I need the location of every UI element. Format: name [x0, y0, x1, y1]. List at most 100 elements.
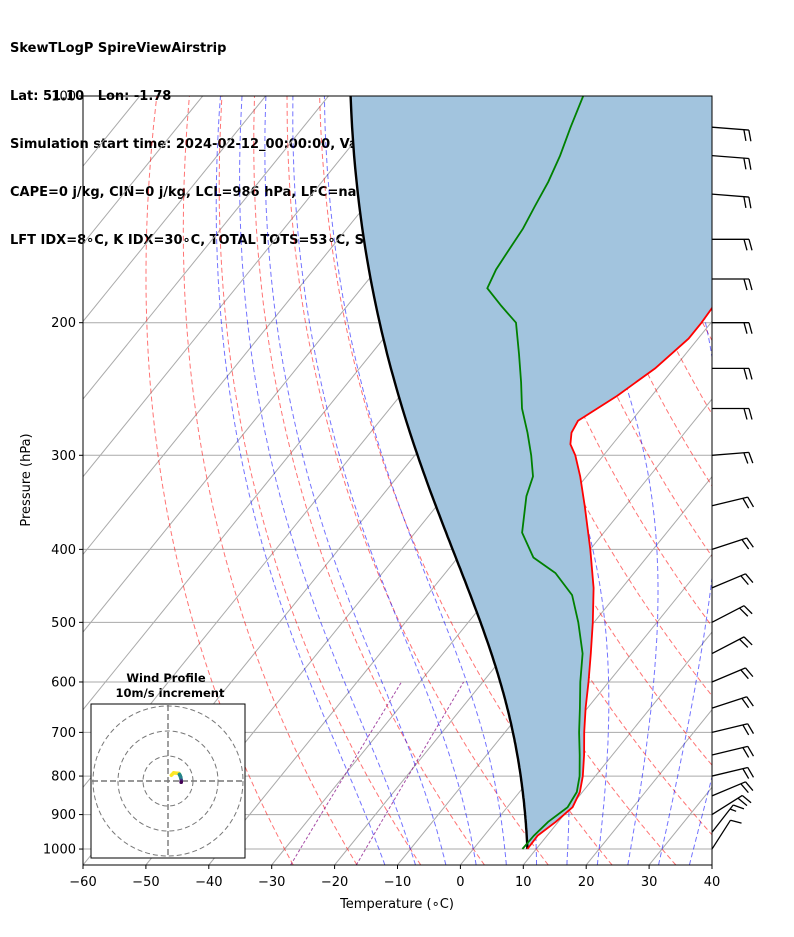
wind-barb [711, 573, 754, 589]
wind-barb [711, 126, 752, 142]
dry-adiabat [182, 96, 358, 865]
wind-barb-flag [743, 157, 747, 170]
wind-barb [711, 804, 745, 833]
wind-barb-flag [747, 723, 755, 734]
y-axis-ticks: 1000 900 800 700 600 500 400 300 200 100 [43, 90, 83, 858]
dry-adiabat [145, 96, 294, 865]
dewpoint-line [486, 96, 585, 850]
wind-barb-flag [741, 539, 750, 550]
wind-barb-staff [711, 496, 748, 507]
wind-barb-flag [748, 408, 753, 420]
isotherm-line [775, 96, 794, 865]
y-tick-label: 700 [51, 726, 76, 741]
x-tick-label: 20 [578, 875, 595, 890]
wind-barb-staff [711, 745, 748, 756]
wind-barb-flag [743, 605, 753, 615]
wind-barb-flag [743, 322, 748, 334]
wind-barb [711, 154, 752, 170]
wind-barb-flag [743, 452, 749, 464]
y-tick-label: 800 [51, 770, 76, 785]
x-tick-label: 0 [456, 875, 464, 890]
moist-adiabat [638, 96, 712, 865]
wind-barb-flag [746, 537, 754, 548]
moist-adiabat [239, 96, 416, 865]
wind-barb-flag [737, 797, 748, 807]
wind-barb-flag [743, 636, 753, 646]
wind-barb [712, 367, 753, 380]
wind-barb [711, 537, 754, 550]
wind-barb-flag [742, 724, 750, 736]
x-tick-label: 10 [515, 875, 532, 890]
isotherm-line [271, 320, 712, 865]
x-axis-label: Temperature (∘C) [339, 897, 454, 912]
wind-barb [711, 451, 754, 464]
dry-adiabat [416, 96, 712, 766]
x-tick-label: 40 [704, 875, 721, 890]
wind-barb-flag [741, 698, 750, 709]
x-tick-label: −60 [69, 875, 96, 890]
wind-barb [711, 696, 754, 709]
wind-barb-staff [711, 573, 746, 589]
wind-barb-flag [748, 452, 754, 464]
isotherm-line [83, 96, 455, 556]
wind-barb-staff [711, 781, 746, 797]
wind-barb-flag [748, 368, 753, 380]
y-tick-label: 300 [51, 449, 76, 464]
wind-barb-flag [740, 669, 749, 680]
wind-barb-flag [748, 158, 752, 170]
wind-barb-flag [747, 767, 755, 778]
wind-barbs [711, 126, 755, 850]
wind-barb-flag [743, 196, 747, 208]
wind-barb-staff [711, 154, 749, 160]
temperature-line [526, 306, 712, 850]
wind-barb-flag [748, 239, 753, 251]
wind-barb-staff [711, 766, 748, 777]
moist-adiabat [264, 96, 447, 865]
y-tick-label: 1000 [43, 843, 76, 858]
hodograph [92, 705, 244, 857]
mixing-ratio-line [355, 681, 465, 865]
y-tick-label: 100 [51, 90, 76, 105]
inset-subtitle: 10m/s increment [116, 686, 225, 700]
wind-barb [711, 605, 753, 623]
wind-barb [711, 766, 755, 779]
parcel-shading [350, 96, 712, 849]
moist-adiabat [215, 96, 386, 865]
wind-barb-flag [739, 638, 749, 648]
wind-barb-staff [711, 126, 749, 131]
wind-barb-flag [747, 746, 755, 757]
wind-barb-flag [745, 667, 754, 678]
wind-barb-flag [743, 408, 748, 420]
y-tick-label: 400 [51, 543, 76, 558]
wind-barb-flag [743, 368, 748, 380]
y-tick-label: 900 [51, 808, 76, 823]
dry-adiabat [319, 96, 613, 865]
wind-barb-flag [730, 819, 742, 824]
isotherm-line [711, 864, 712, 865]
wind-barb-flag [748, 196, 752, 209]
wind-barb [712, 278, 753, 291]
dry-adiabat [218, 96, 422, 865]
x-tick-label: −40 [195, 875, 222, 890]
wind-barb-staff [711, 804, 734, 833]
wind-barb-flag [748, 322, 753, 334]
wind-barb-staff [711, 794, 743, 816]
isotherm-line [83, 96, 204, 245]
wind-barb-staff [711, 636, 745, 655]
x-tick-label: −20 [321, 875, 348, 890]
isotherm-line [0, 96, 77, 865]
wind-barb [711, 496, 755, 509]
isotherm-line [83, 96, 329, 400]
wind-barb [712, 407, 753, 420]
wind-barb-staff [711, 819, 732, 850]
wind-barb [711, 636, 753, 655]
wind-barb-flag [742, 768, 750, 779]
wind-barb-flag [742, 498, 750, 509]
wind-barb-half-flag [730, 808, 737, 812]
cin-shading [350, 96, 712, 849]
wind-barb-flag [746, 696, 754, 707]
wind-barb-flag [745, 573, 754, 583]
wind-barb-flag [748, 129, 752, 142]
x-tick-label: −10 [384, 875, 411, 890]
